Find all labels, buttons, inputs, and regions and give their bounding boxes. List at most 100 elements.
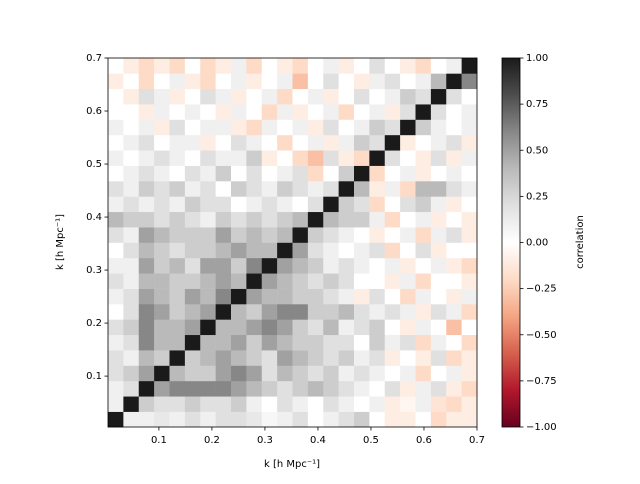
heatmap-cell	[184, 242, 201, 259]
heatmap-cell	[231, 273, 247, 289]
heatmap-cell	[384, 211, 401, 228]
heatmap-cell	[108, 73, 124, 90]
heatmap-cell	[184, 165, 201, 182]
heatmap-cell	[292, 58, 309, 74]
y-tick-label: 0.7	[86, 53, 102, 64]
heatmap-cell	[461, 257, 478, 274]
heatmap-cell	[307, 58, 324, 74]
heatmap-cell	[123, 350, 140, 366]
heatmap-cell	[154, 273, 170, 289]
heatmap-cell	[215, 104, 232, 120]
heatmap-cell	[369, 119, 386, 136]
heatmap-cell	[354, 165, 370, 182]
heatmap-cell	[231, 150, 247, 166]
heatmap-cell	[384, 273, 401, 289]
heatmap-cell	[154, 380, 170, 397]
heatmap-cell	[354, 104, 370, 120]
heatmap-cell	[461, 211, 478, 228]
heatmap-cell	[354, 242, 370, 259]
heatmap-cell	[430, 350, 447, 366]
heatmap-cell	[215, 319, 232, 336]
heatmap-cell	[415, 134, 432, 151]
heatmap-cell	[138, 242, 155, 259]
colorbar-tick-label: 1.00	[526, 53, 548, 64]
heatmap-cell	[430, 181, 447, 197]
heatmap-cell	[200, 104, 216, 120]
heatmap-cell	[384, 181, 401, 197]
heatmap-cell	[215, 165, 232, 182]
heatmap-cell	[108, 181, 124, 197]
heatmap-cell	[138, 227, 155, 243]
heatmap-cell	[354, 304, 370, 320]
heatmap-cell	[384, 104, 401, 120]
heatmap-cell	[430, 134, 447, 151]
heatmap-cell	[369, 365, 386, 382]
heatmap-cell	[384, 334, 401, 351]
heatmap-cell	[154, 304, 170, 320]
heatmap-cell	[338, 73, 355, 90]
heatmap-cell	[215, 380, 232, 397]
heatmap-cell	[184, 150, 201, 166]
heatmap-cell	[400, 350, 416, 366]
heatmap-cell	[123, 365, 140, 382]
heatmap-cell	[446, 134, 462, 151]
heatmap-cell	[138, 88, 155, 105]
heatmap-cell	[461, 165, 478, 182]
heatmap-cell	[384, 58, 401, 74]
heatmap-cell	[138, 365, 155, 382]
x-tick-label: 0.2	[204, 435, 220, 446]
heatmap-cell	[261, 58, 278, 74]
heatmap-cell	[215, 288, 232, 305]
heatmap-cell	[415, 396, 432, 412]
heatmap-cell	[446, 350, 462, 366]
heatmap-cell	[261, 165, 278, 182]
heatmap-cell	[123, 242, 140, 259]
heatmap-cell	[154, 288, 170, 305]
heatmap-cell	[215, 257, 232, 274]
heatmap-cell	[323, 88, 339, 105]
colorbar-tick-label: −0.75	[526, 376, 557, 387]
heatmap-cell	[261, 134, 278, 151]
heatmap-cell	[108, 196, 124, 213]
heatmap-cell	[108, 396, 124, 412]
heatmap-cell	[354, 73, 370, 90]
x-tick-label: 0.3	[257, 435, 273, 446]
heatmap-cell	[246, 196, 263, 213]
heatmap-cell	[415, 288, 432, 305]
heatmap-cell	[415, 411, 432, 428]
heatmap-cell	[354, 380, 370, 397]
heatmap-cell	[246, 288, 263, 305]
heatmap-cell	[231, 196, 247, 213]
heatmap-cell	[430, 211, 447, 228]
heatmap-cell	[446, 319, 462, 336]
heatmap-cell	[338, 380, 355, 397]
heatmap-cell	[461, 334, 478, 351]
heatmap-cell	[461, 350, 478, 366]
heatmap-cell	[338, 104, 355, 120]
colorbar-tick-label: −0.25	[526, 284, 557, 295]
heatmap-cell	[138, 304, 155, 320]
heatmap-cell	[123, 181, 140, 197]
heatmap-cell	[461, 88, 478, 105]
heatmap-cell	[446, 73, 462, 90]
heatmap-cell	[246, 396, 263, 412]
heatmap-cell	[446, 257, 462, 274]
heatmap-cell	[323, 319, 339, 336]
heatmap-cell	[400, 73, 416, 90]
heatmap-cell	[354, 257, 370, 274]
heatmap-cell	[292, 150, 309, 166]
heatmap-cell	[154, 119, 170, 136]
heatmap-cell	[184, 104, 201, 120]
heatmap-cell	[184, 319, 201, 336]
heatmap-cell	[184, 119, 201, 136]
heatmap-cell	[231, 304, 247, 320]
heatmap-cell	[430, 396, 447, 412]
heatmap-cell	[400, 119, 416, 136]
heatmap-cell	[430, 58, 447, 74]
heatmap-cell	[369, 196, 386, 213]
heatmap-cell	[446, 304, 462, 320]
heatmap-cell	[338, 242, 355, 259]
heatmap-cell	[461, 319, 478, 336]
heatmap-cell	[246, 350, 263, 366]
heatmap-cell	[154, 334, 170, 351]
